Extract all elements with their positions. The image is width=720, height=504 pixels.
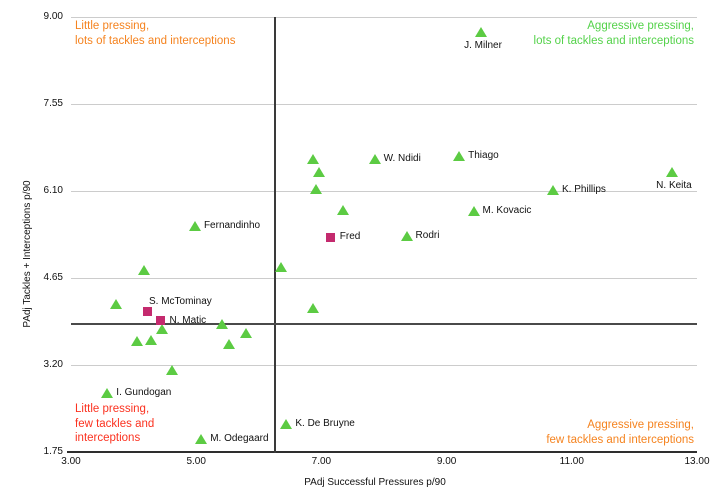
point-label-rodri: Rodri — [415, 230, 440, 241]
point-label-s-mctominay: S. McTominay — [148, 296, 212, 307]
y-tick-label-1.75: 1.75 — [43, 446, 63, 457]
triangle-marker-unlabeled — [165, 364, 178, 375]
point-label-fred: Fred — [339, 231, 361, 243]
triangle-marker-unlabeled — [138, 264, 151, 275]
y-tick-label-6.10: 6.10 — [43, 185, 63, 196]
quadrant-label-top-right: Aggressive pressing, lots of tackles and… — [533, 20, 694, 47]
triangle-marker-unlabeled — [156, 324, 169, 334]
triangle-marker-n-keita — [665, 166, 678, 177]
gridline-y-4.65 — [71, 277, 697, 279]
triangle-marker-unlabeled — [130, 336, 143, 346]
square-marker-fred — [326, 232, 336, 242]
y-axis-title: PAdj Tackles + Interceptions p/90 — [22, 180, 33, 328]
triangle-marker-unlabeled — [312, 167, 325, 178]
x-axis-line — [67, 451, 697, 453]
y-tick-label-9.00: 9.00 — [43, 11, 63, 22]
triangle-marker-k-de-bruyne — [280, 419, 293, 430]
triangle-marker-m-odegaard — [195, 434, 208, 445]
triangle-marker-unlabeled — [336, 205, 349, 216]
triangle-marker-m-kovacic — [467, 206, 480, 217]
x-axis-title: PAdj Successful Pressures p/90 — [304, 477, 446, 488]
gridline-y-9.00 — [71, 16, 697, 18]
y-tick-label-4.65: 4.65 — [43, 272, 63, 283]
x-tick-label-7.00: 7.00 — [311, 456, 332, 467]
point-label-k-phillips: K. Phillips — [562, 183, 606, 195]
x-tick-label-13.00: 13.00 — [684, 456, 710, 467]
point-label-n-keita: N. Keita — [656, 179, 692, 191]
y-tick-label-3.20: 3.20 — [43, 359, 63, 370]
point-label-j-milner: J. Milner — [464, 40, 502, 51]
triangle-marker-thiago — [453, 151, 466, 162]
mean-vertical-line — [274, 17, 276, 453]
triangle-marker-j-milner — [475, 27, 488, 37]
mean-horizontal-line — [71, 323, 697, 326]
triangle-marker-unlabeled — [306, 153, 319, 164]
triangle-marker-unlabeled — [306, 303, 319, 313]
gridline-y-3.20 — [71, 364, 697, 366]
point-label-i-gundogan: I. Gundogan — [116, 387, 172, 399]
triangle-marker-unlabeled — [216, 319, 229, 330]
triangle-marker-unlabeled — [110, 299, 123, 310]
square-marker-n-matic — [156, 316, 166, 326]
x-tick-label-11.00: 11.00 — [559, 456, 584, 467]
gridline-y-7.55 — [71, 103, 697, 105]
x-tick-label-5.00: 5.00 — [186, 456, 206, 467]
point-label-fernandinho: Fernandinho — [203, 219, 261, 231]
triangle-marker-unlabeled — [222, 339, 235, 349]
triangle-marker-k-phillips — [547, 184, 560, 195]
triangle-marker-rodri — [400, 231, 413, 241]
point-label-w-ndidi: W. Ndidi — [383, 152, 421, 164]
quadrant-label-top-left: Little pressing, lots of tackles and int… — [75, 20, 236, 47]
triangle-marker-i-gundogan — [101, 388, 114, 399]
point-label-m-odegaard: M. Odegaard — [210, 433, 269, 445]
triangle-marker-unlabeled — [309, 183, 322, 194]
square-marker-s-mctominay — [143, 306, 153, 316]
triangle-marker-unlabeled — [274, 262, 287, 273]
point-label-thiago: Thiago — [468, 150, 499, 162]
y-tick-label-7.55: 7.55 — [43, 98, 63, 109]
x-tick-label-3.00: 3.00 — [61, 456, 81, 467]
quadrant-label-bottom-right: Aggressive pressing, few tackles and int… — [546, 419, 694, 446]
triangle-marker-unlabeled — [240, 327, 253, 338]
triangle-marker-w-ndidi — [368, 153, 381, 164]
point-label-m-kovacic: M. Kovacic — [482, 205, 532, 217]
triangle-marker-unlabeled — [145, 334, 158, 345]
point-label-n-matic: N. Matic — [169, 314, 207, 326]
quadrant-label-bottom-left: Little pressing, few tackles and interce… — [75, 403, 155, 444]
x-tick-label-9.00: 9.00 — [436, 456, 457, 467]
gridline-y-6.10 — [71, 190, 697, 192]
point-label-k-de-bruyne: K. De Bruyne — [295, 418, 355, 430]
triangle-marker-fernandinho — [188, 220, 201, 231]
